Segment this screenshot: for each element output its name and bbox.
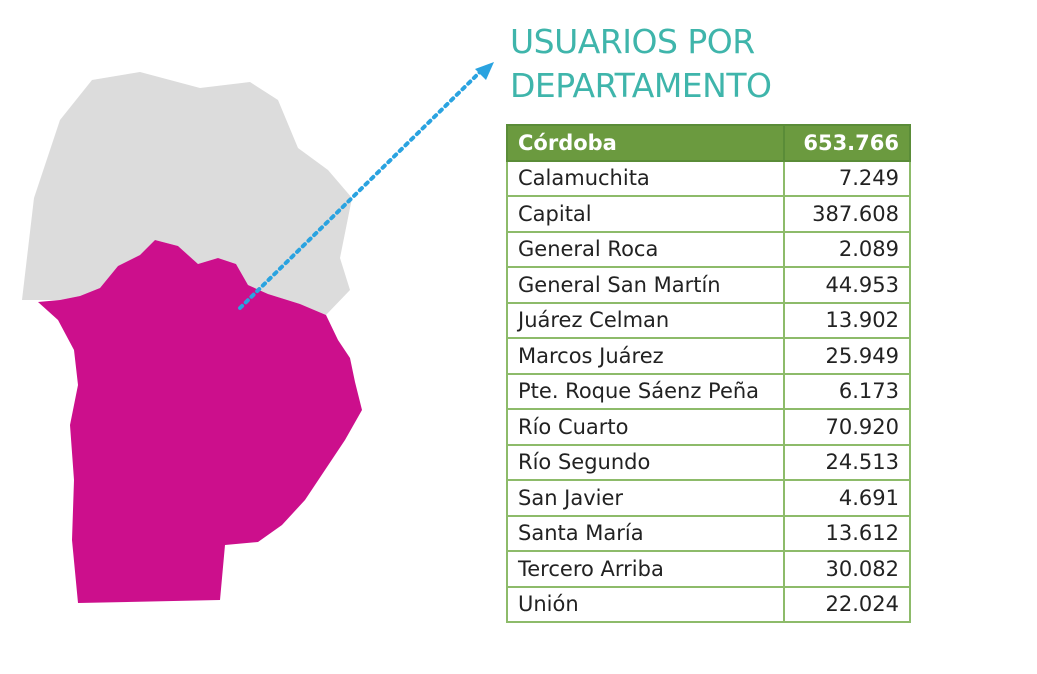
- province-name-cell: Córdoba: [506, 124, 785, 162]
- province-total-cell: 653.766: [783, 124, 911, 162]
- department-name-cell: Juárez Celman: [506, 301, 785, 339]
- pointer-arrow-line: [238, 70, 482, 310]
- table-row: Tercero Arriba 30.082: [506, 550, 911, 588]
- department-users-cell: 22.024: [783, 585, 911, 623]
- table-header-row: Córdoba 653.766: [506, 124, 911, 162]
- department-name-cell: Tercero Arriba: [506, 550, 785, 588]
- map-north-region: [22, 72, 352, 315]
- table-row: Santa María 13.612: [506, 514, 911, 552]
- department-name-cell: Capital: [506, 195, 785, 233]
- department-users-cell: 24.513: [783, 443, 911, 481]
- department-name-cell: Calamuchita: [506, 159, 785, 197]
- department-users-cell: 25.949: [783, 337, 911, 375]
- table-row: San Javier 4.691: [506, 479, 911, 517]
- department-users-cell: 44.953: [783, 266, 911, 304]
- table-row: Calamuchita 7.249: [506, 159, 911, 197]
- department-name-cell: Río Segundo: [506, 443, 785, 481]
- department-users-table: Córdoba 653.766 Calamuchita 7.249 Capital 3…: [506, 124, 911, 623]
- table-row: Marcos Juárez 25.949: [506, 337, 911, 375]
- department-users-cell: 4.691: [783, 479, 911, 517]
- title-line-2: DEPARTAMENTO: [510, 66, 772, 105]
- department-name-cell: Unión: [506, 585, 785, 623]
- table-row: Unión 22.024: [506, 585, 911, 623]
- department-users-cell: 6.173: [783, 372, 911, 410]
- department-users-cell: 2.089: [783, 230, 911, 268]
- table-row: Río Cuarto 70.920: [506, 408, 911, 446]
- table-row: General San Martín 44.953: [506, 266, 911, 304]
- table-row: Capital 387.608: [506, 195, 911, 233]
- department-users-cell: 13.612: [783, 514, 911, 552]
- map-highlight-region: [38, 240, 362, 603]
- department-name-cell: Santa María: [506, 514, 785, 552]
- title-line-1: USUARIOS POR: [510, 22, 755, 61]
- table-row: Juárez Celman 13.902: [506, 301, 911, 339]
- department-name-cell: Marcos Juárez: [506, 337, 785, 375]
- table-row: Pte. Roque Sáenz Peña 6.173: [506, 372, 911, 410]
- department-users-cell: 30.082: [783, 550, 911, 588]
- department-users-cell: 13.902: [783, 301, 911, 339]
- department-users-cell: 387.608: [783, 195, 911, 233]
- department-name-cell: General San Martín: [506, 266, 785, 304]
- department-users-cell: 7.249: [783, 159, 911, 197]
- page-title: USUARIOS POR DEPARTAMENTO: [510, 20, 772, 108]
- department-users-cell: 70.920: [783, 408, 911, 446]
- department-name-cell: Pte. Roque Sáenz Peña: [506, 372, 785, 410]
- table-row: General Roca 2.089: [506, 230, 911, 268]
- department-name-cell: General Roca: [506, 230, 785, 268]
- pointer-arrow-head: [475, 62, 494, 80]
- table-row: Río Segundo 24.513: [506, 443, 911, 481]
- department-name-cell: Río Cuarto: [506, 408, 785, 446]
- department-name-cell: San Javier: [506, 479, 785, 517]
